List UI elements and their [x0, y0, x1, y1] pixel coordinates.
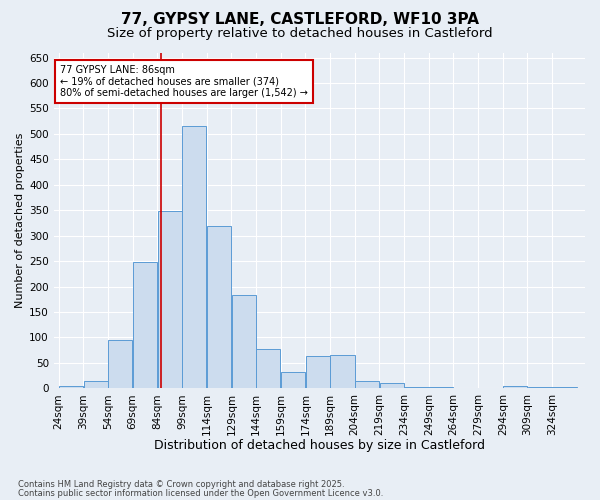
Text: Size of property relative to detached houses in Castleford: Size of property relative to detached ho…: [107, 28, 493, 40]
Bar: [527, 387, 552, 388]
Bar: [182, 126, 206, 388]
Bar: [232, 295, 256, 388]
Bar: [380, 384, 404, 388]
Text: 77 GYPSY LANE: 86sqm
← 19% of detached houses are smaller (374)
80% of semi-deta: 77 GYPSY LANE: 86sqm ← 19% of detached h…: [61, 65, 308, 98]
Bar: [404, 387, 428, 388]
Bar: [256, 348, 280, 389]
Y-axis label: Number of detached properties: Number of detached properties: [15, 132, 25, 308]
Text: Contains HM Land Registry data © Crown copyright and database right 2025.: Contains HM Land Registry data © Crown c…: [18, 480, 344, 489]
Bar: [305, 356, 330, 388]
Bar: [83, 380, 108, 388]
Bar: [355, 380, 379, 388]
Bar: [133, 262, 157, 388]
Bar: [281, 372, 305, 388]
X-axis label: Distribution of detached houses by size in Castleford: Distribution of detached houses by size …: [154, 440, 485, 452]
Bar: [503, 386, 527, 388]
Bar: [331, 356, 355, 388]
Bar: [207, 226, 231, 388]
Bar: [158, 212, 182, 388]
Text: Contains public sector information licensed under the Open Government Licence v3: Contains public sector information licen…: [18, 488, 383, 498]
Text: 77, GYPSY LANE, CASTLEFORD, WF10 3PA: 77, GYPSY LANE, CASTLEFORD, WF10 3PA: [121, 12, 479, 28]
Bar: [59, 386, 83, 388]
Bar: [108, 340, 133, 388]
